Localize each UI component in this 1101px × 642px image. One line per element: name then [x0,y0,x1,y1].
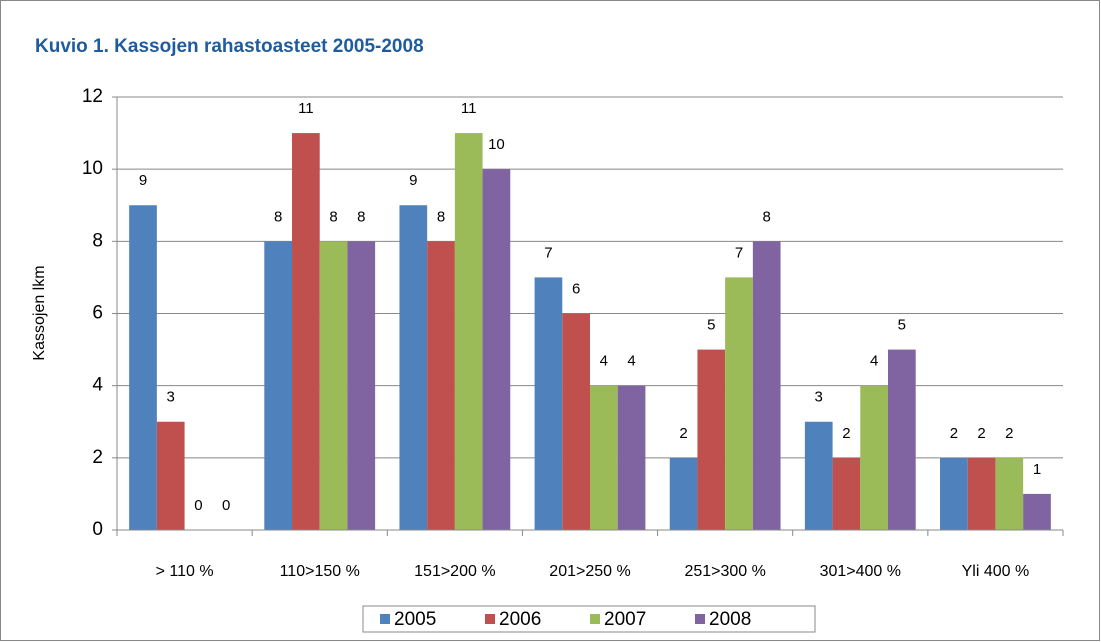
bar [804,421,833,530]
bar [940,457,968,530]
legend-swatch [485,614,495,624]
legend-swatch [380,614,390,624]
y-axis-label: Kassojen lkm [31,265,48,360]
bar [669,457,698,530]
data-label: 2 [842,425,850,442]
bar [292,133,320,531]
data-label: 8 [357,208,365,225]
bar [264,241,293,531]
data-label: 2 [679,425,687,442]
y-tick-label: 0 [92,519,103,540]
bar [832,457,861,530]
data-label: 8 [274,208,282,225]
x-tick-label: > 110 % [156,563,214,580]
data-label: 0 [194,497,202,514]
data-label: 6 [572,280,580,297]
legend-swatch [695,614,705,624]
data-label: 10 [488,136,505,153]
data-label: 2 [950,425,958,442]
y-tick-label: 4 [92,375,103,396]
data-label: 4 [600,353,608,370]
x-tick-label: 110>150 % [280,563,360,580]
x-tick-label: 301>400 % [820,563,901,580]
bar [454,133,483,531]
data-label: 9 [139,172,147,189]
data-label: 4 [870,353,878,370]
bar [617,385,646,530]
y-tick-label: 6 [92,303,103,324]
data-label: 2 [977,425,985,442]
legend-box [362,605,816,633]
data-label: 8 [763,208,771,225]
x-tick-label: 151>200 % [414,563,495,580]
data-label: 8 [329,208,337,225]
y-tick-label: 10 [82,158,103,179]
bar [995,457,1024,530]
data-label: 8 [437,208,445,225]
data-label: 1 [1033,461,1041,478]
y-tick-label: 12 [82,86,103,107]
data-label: 9 [409,172,417,189]
bar [752,241,781,531]
bar [347,241,376,531]
x-tick-label: 251>300 % [684,563,765,580]
bar [725,277,753,530]
data-label: 3 [815,389,823,406]
x-tick-label: Yli 400 % [962,563,1030,580]
bar [427,241,455,531]
data-label: 7 [544,244,552,261]
bar [482,169,511,530]
y-tick-label: 2 [92,447,103,468]
bar [156,421,185,530]
bar [590,385,618,530]
bar [534,277,563,530]
data-label: 5 [707,317,715,334]
bar [1023,493,1051,530]
bar [319,241,348,531]
legend-swatch [590,614,600,624]
bar [967,457,996,530]
chart-title: Kuvio 1. Kassojen rahastoasteet 2005-200… [35,36,424,57]
data-label: 5 [898,317,906,334]
legend-label: 2007 [604,609,646,630]
y-tick-label: 8 [92,230,103,251]
legend-label: 2008 [709,609,751,630]
data-label: 7 [735,244,743,261]
bar [887,349,916,530]
data-label: 11 [461,100,477,117]
data-label: 2 [1005,425,1013,442]
data-label: 3 [167,389,175,406]
data-label: 4 [627,353,635,370]
bar [697,349,726,530]
bar [562,313,590,530]
x-tick-label: 201>250 % [549,563,630,580]
bar [399,205,428,530]
data-label: 0 [222,497,230,514]
bar [860,385,888,530]
legend-label: 2005 [394,609,436,630]
legend-label: 2006 [499,609,541,630]
bar [129,205,157,530]
data-label: 11 [298,100,314,117]
